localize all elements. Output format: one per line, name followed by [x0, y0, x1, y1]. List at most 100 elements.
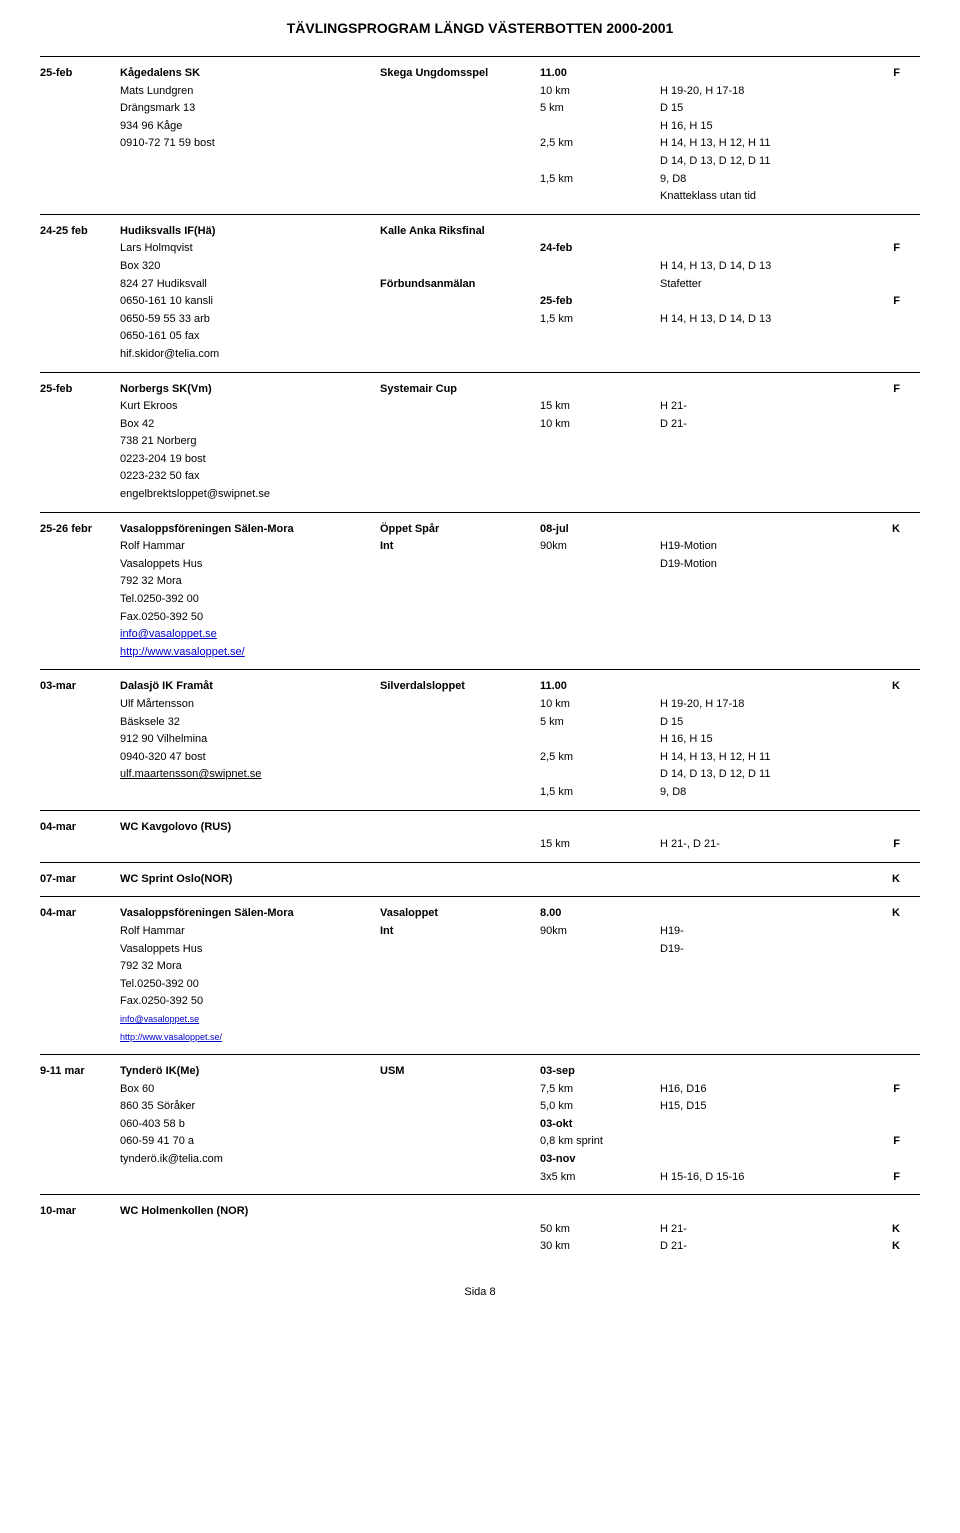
cell-c1: 9-11 mar — [40, 1063, 120, 1081]
cell-c3 — [380, 1169, 540, 1187]
cell-c3 — [380, 993, 540, 1011]
cell-c2 — [120, 1238, 380, 1256]
cell-c2: 0650-161 05 fax — [120, 328, 380, 346]
event-row: engelbrektsloppet@swipnet.se — [40, 486, 920, 504]
event-row: 0650-161 05 fax — [40, 328, 920, 346]
cell-c5: H 14, H 13, D 14, D 13 — [660, 258, 860, 276]
event-row: Knatteklass utan tid — [40, 188, 920, 206]
cell-c1 — [40, 644, 120, 662]
cell-c3 — [380, 311, 540, 329]
cell-c6 — [860, 311, 900, 329]
cell-c5 — [660, 381, 860, 399]
cell-c5: D 15 — [660, 714, 860, 732]
cell-c5 — [660, 993, 860, 1011]
event-block: 03-marDalasjö IK FramåtSilverdalsloppet1… — [40, 669, 920, 801]
cell-c2: 912 90 Vilhelmina — [120, 731, 380, 749]
cell-c6 — [860, 573, 900, 591]
event-block: 04-marVasaloppsföreningen Sälen-MoraVasa… — [40, 896, 920, 1046]
mail-text: ulf.maartensson@swipnet.se — [120, 768, 261, 780]
cell-c3 — [380, 1133, 540, 1151]
cell-c3 — [380, 1029, 540, 1047]
cell-c1 — [40, 749, 120, 767]
cell-c4 — [540, 381, 660, 399]
cell-c4: 0,8 km sprint — [540, 1133, 660, 1151]
cell-c2: Vasaloppets Hus — [120, 941, 380, 959]
cell-c4 — [540, 871, 660, 889]
cell-c6: F — [860, 1169, 900, 1187]
event-row: 934 96 Kåge H 16, H 15 — [40, 118, 920, 136]
cell-c5 — [660, 1116, 860, 1134]
cell-c5 — [660, 678, 860, 696]
cell-c3 — [380, 118, 540, 136]
cell-c6 — [860, 416, 900, 434]
link[interactable]: info@vasaloppet.se — [120, 628, 217, 640]
cell-c6: F — [860, 240, 900, 258]
cell-c1 — [40, 626, 120, 644]
cell-c1 — [40, 766, 120, 784]
cell-c3 — [380, 1098, 540, 1116]
cell-c4: 1,5 km — [540, 784, 660, 802]
cell-c2: info@vasaloppet.se — [120, 626, 380, 644]
cell-c2: 060-403 58 b — [120, 1116, 380, 1134]
cell-c6 — [860, 556, 900, 574]
cell-c3: Int — [380, 538, 540, 556]
cell-c2: tynderö.ik@telia.com — [120, 1151, 380, 1169]
link[interactable]: http://www.vasaloppet.se/ — [120, 646, 245, 658]
event-row: Box 4210 kmD 21- — [40, 416, 920, 434]
cell-c2 — [120, 1221, 380, 1239]
link[interactable]: info@vasaloppet.se — [120, 1014, 199, 1024]
cell-c2: Vasaloppsföreningen Sälen-Mora — [120, 905, 380, 923]
cell-c6 — [860, 941, 900, 959]
event-row: Tel.0250-392 00 — [40, 976, 920, 994]
cell-c6 — [860, 153, 900, 171]
cell-c1 — [40, 1169, 120, 1187]
cell-c6: K — [860, 905, 900, 923]
cell-c3: Kalle Anka Riksfinal — [380, 223, 540, 241]
cell-c5: H 16, H 15 — [660, 118, 860, 136]
event-row: Box 607,5 kmH16, D16F — [40, 1081, 920, 1099]
link[interactable]: http://www.vasaloppet.se/ — [120, 1032, 222, 1042]
cell-c3 — [380, 100, 540, 118]
cell-c3 — [380, 398, 540, 416]
cell-c5: Stafetter — [660, 276, 860, 294]
cell-c4 — [540, 766, 660, 784]
cell-c5: H 14, H 13, D 14, D 13 — [660, 311, 860, 329]
cell-c3: Systemair Cup — [380, 381, 540, 399]
cell-c2: Tynderö IK(Me) — [120, 1063, 380, 1081]
cell-c1 — [40, 836, 120, 854]
cell-c2: engelbrektsloppet@swipnet.se — [120, 486, 380, 504]
cell-c5 — [660, 976, 860, 994]
cell-c3 — [380, 871, 540, 889]
event-row: 0650-59 55 33 arb1,5 kmH 14, H 13, D 14,… — [40, 311, 920, 329]
event-block: 25-febKågedalens SKSkega Ungdomsspel11.0… — [40, 56, 920, 206]
event-row: 25-26 febrVasaloppsföreningen Sälen-Mora… — [40, 521, 920, 539]
cell-c6: F — [860, 1133, 900, 1151]
cell-c4: 8.00 — [540, 905, 660, 923]
cell-c1 — [40, 1029, 120, 1047]
cell-c2: Fax.0250-392 50 — [120, 993, 380, 1011]
cell-c5 — [660, 573, 860, 591]
cell-c2: 934 96 Kåge — [120, 118, 380, 136]
cell-c2 — [120, 1169, 380, 1187]
cell-c6: F — [860, 836, 900, 854]
cell-c2: Bäsksele 32 — [120, 714, 380, 732]
cell-c1: 04-mar — [40, 905, 120, 923]
event-row: 25-febNorbergs SK(Vm)Systemair CupF — [40, 381, 920, 399]
cell-c2: 0650-161 10 kansli — [120, 293, 380, 311]
cell-c3: Vasaloppet — [380, 905, 540, 923]
cell-c4: 2,5 km — [540, 135, 660, 153]
cell-c6: K — [860, 1221, 900, 1239]
cell-c5 — [660, 1133, 860, 1151]
cell-c5 — [660, 819, 860, 837]
cell-c1: 03-mar — [40, 678, 120, 696]
cell-c4 — [540, 644, 660, 662]
cell-c1: 10-mar — [40, 1203, 120, 1221]
cell-c6 — [860, 468, 900, 486]
cell-c2: http://www.vasaloppet.se/ — [120, 1029, 380, 1047]
event-row: Tel.0250-392 00 — [40, 591, 920, 609]
cell-c5 — [660, 958, 860, 976]
cell-c1 — [40, 240, 120, 258]
cell-c4: 10 km — [540, 83, 660, 101]
event-row: 24-25 febHudiksvalls IF(Hä)Kalle Anka Ri… — [40, 223, 920, 241]
cell-c6 — [860, 1116, 900, 1134]
